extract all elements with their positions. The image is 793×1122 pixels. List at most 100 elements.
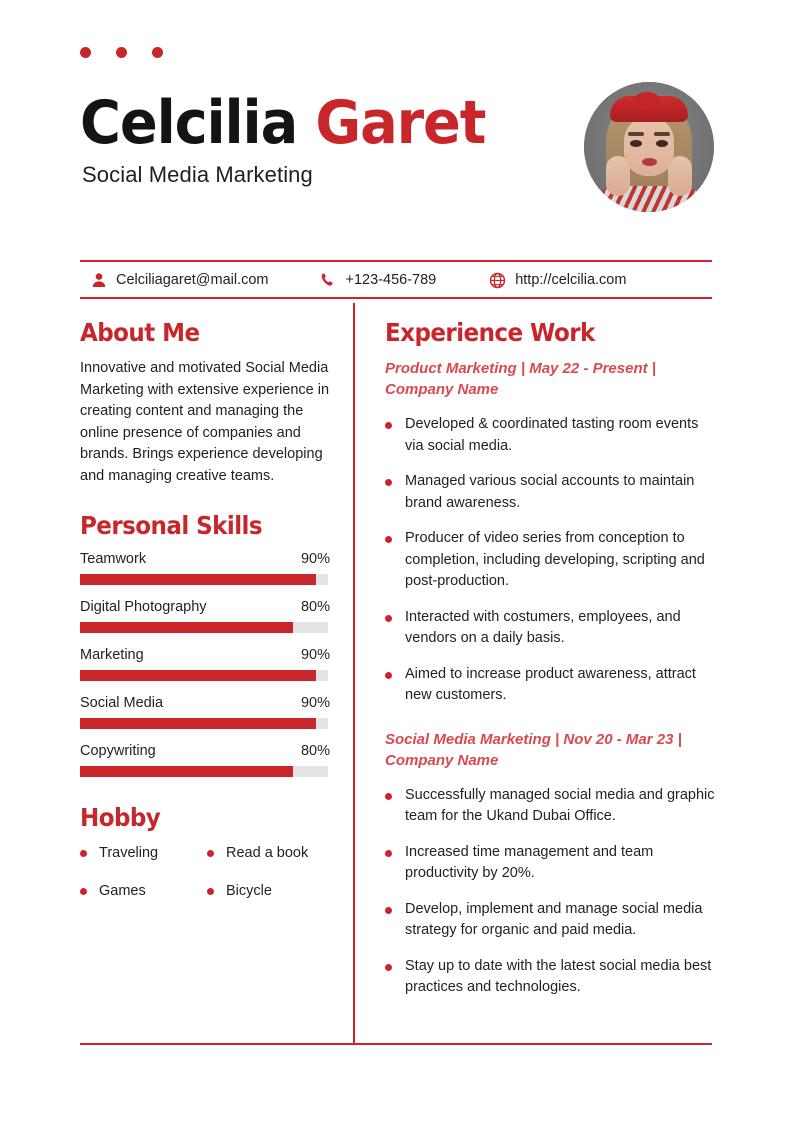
contact-phone-text: +123-456-789 — [345, 272, 437, 288]
skill-row: Copywriting 80% — [80, 743, 330, 759]
hobby-label: Bicycle — [226, 883, 272, 899]
bullet-icon — [385, 849, 392, 857]
header: Celcilia Garet Social Media Marketing — [80, 90, 720, 225]
job-meta: Product Marketing | May 22 - Present | C… — [385, 360, 656, 398]
dot-icon — [80, 47, 91, 58]
skill-row: Marketing 90% — [80, 647, 330, 663]
bullet-text: Producer of video series from conception… — [405, 530, 705, 589]
dot-icon — [152, 47, 163, 58]
skill-progress-fill — [80, 718, 316, 729]
skill-label: Digital Photography — [80, 599, 207, 615]
skill-item: Digital Photography 80% — [80, 599, 330, 633]
skill-value: 90% — [300, 551, 330, 567]
hobby-item: Bicycle — [207, 883, 330, 899]
hobby-label: Games — [99, 883, 146, 899]
last-name: Garet — [315, 88, 486, 158]
hobby-section: Hobby Traveling Read a book Games Bicycle — [80, 803, 330, 899]
page-title: Celcilia Garet — [80, 90, 675, 156]
skill-progress-fill — [80, 622, 294, 633]
skill-progress-track — [80, 622, 328, 633]
left-column: About Me Innovative and motivated Social… — [80, 318, 330, 899]
bottom-divider — [80, 1043, 712, 1045]
contact-phone[interactable]: +123-456-789 — [320, 272, 437, 289]
hobby-item: Games — [80, 883, 207, 899]
bullet-text: Stay up to date with the latest social m… — [405, 957, 712, 996]
skill-progress-track — [80, 670, 328, 681]
avatar-eye-right — [656, 140, 668, 147]
bullet-text: Aimed to increase product awareness, att… — [405, 665, 696, 704]
skill-value: 80% — [300, 599, 330, 615]
job-bullet-list: Developed & coordinated tasting room eve… — [385, 414, 715, 707]
skill-label: Copywriting — [80, 743, 156, 759]
skills-section: Personal Skills Teamwork 90% Digital Photo… — [80, 511, 330, 777]
list-item: Develop, implement and manage social med… — [385, 899, 715, 942]
bullet-icon — [385, 479, 392, 486]
phone-icon — [320, 272, 337, 289]
skill-item: Copywriting 80% — [80, 743, 330, 777]
contact-divider-bottom — [80, 297, 712, 299]
about-text: Innovative and motivated Social Media Ma… — [80, 360, 330, 484]
list-item: Increased time management and team produ… — [385, 842, 715, 885]
avatar — [584, 82, 714, 212]
skills-title: Personal Skills — [80, 511, 263, 540]
dot-icon — [116, 47, 127, 58]
bullet-icon — [80, 849, 87, 857]
person-icon — [90, 272, 107, 289]
bullet-icon — [385, 614, 392, 622]
skill-progress-fill — [80, 574, 316, 585]
hobby-item: Read a book — [207, 845, 330, 861]
globe-icon — [489, 272, 506, 289]
avatar-hand-right — [668, 156, 692, 196]
bullet-icon — [385, 671, 392, 679]
bullet-icon — [385, 906, 392, 914]
skill-value: 90% — [300, 695, 330, 711]
experience-job: Social Media Marketing | Nov 20 - Mar 23… — [385, 729, 715, 999]
skill-row: Social Media 90% — [80, 695, 330, 711]
skill-value: 90% — [300, 647, 330, 663]
column-divider — [353, 303, 355, 1045]
avatar-lips — [642, 158, 657, 166]
bullet-icon — [385, 536, 392, 543]
contact-website-text: http://celcilia.com — [515, 272, 627, 288]
skill-item: Social Media 90% — [80, 695, 330, 729]
list-item: Stay up to date with the latest social m… — [385, 956, 715, 999]
avatar-eye-left — [630, 140, 642, 147]
bullet-text: Increased time management and team produ… — [405, 843, 654, 882]
contact-website[interactable]: http://celcilia.com — [489, 272, 626, 289]
bullet-icon — [385, 792, 392, 800]
list-item: Interacted with costumers, employees, an… — [385, 607, 715, 650]
skill-row: Teamwork 90% — [80, 551, 330, 567]
bullet-text: Develop, implement and manage social med… — [405, 900, 703, 939]
skills-list: Teamwork 90% Digital Photography 80% Marketi… — [80, 551, 330, 777]
contact-divider-top — [80, 260, 712, 262]
first-name: Celcilia — [80, 88, 298, 158]
skill-progress-track — [80, 718, 328, 729]
skill-item: Marketing 90% — [80, 647, 330, 681]
list-item: Developed & coordinated tasting room eve… — [385, 414, 715, 457]
skill-label: Social Media — [80, 695, 164, 711]
contact-email[interactable]: Celciliagaret@mail.com — [90, 272, 269, 289]
skill-progress-fill — [80, 670, 316, 681]
skill-label: Marketing — [80, 647, 144, 663]
skill-item: Teamwork 90% — [80, 551, 330, 585]
bullet-icon — [385, 963, 392, 971]
skill-value: 80% — [300, 743, 330, 759]
avatar-eyebrow-right — [654, 132, 670, 136]
bullet-text: Developed & coordinated tasting room eve… — [405, 416, 699, 454]
bullet-icon — [385, 422, 392, 429]
skill-progress-track — [80, 574, 328, 585]
avatar-eyebrow-left — [628, 132, 644, 136]
bullet-text: Successfully managed social media and gr… — [405, 786, 715, 825]
avatar-headband-knot — [634, 92, 660, 108]
hobby-label: Read a book — [226, 845, 309, 861]
list-item: Producer of video series from conception… — [385, 528, 715, 593]
skill-progress-fill — [80, 766, 294, 777]
list-item: Successfully managed social media and gr… — [385, 785, 715, 828]
hobby-label: Traveling — [99, 845, 159, 861]
bullet-icon — [207, 849, 214, 857]
contact-email-text: Celciliagaret@mail.com — [116, 272, 269, 288]
about-section: About Me Innovative and motivated Social… — [80, 318, 330, 487]
right-column: Experience Work Product Marketing | May … — [385, 318, 715, 1021]
about-title: About Me — [80, 318, 200, 347]
